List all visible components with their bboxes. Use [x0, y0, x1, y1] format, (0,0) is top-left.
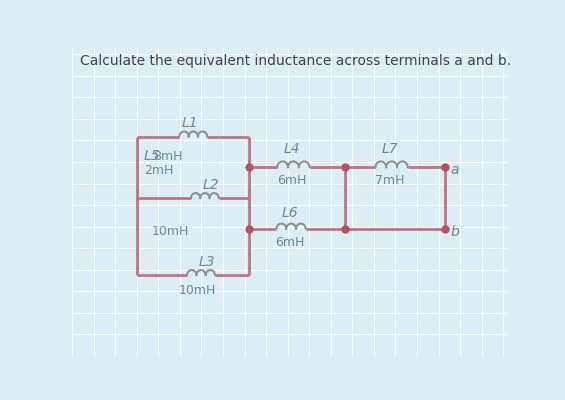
Text: Calculate the equivalent inductance across terminals a and b.: Calculate the equivalent inductance acro… [80, 54, 511, 68]
Text: 6mH: 6mH [275, 236, 304, 249]
Text: L5: L5 [144, 149, 160, 163]
Text: 8mH: 8mH [153, 150, 182, 163]
Text: 6mH: 6mH [277, 174, 307, 187]
Text: b: b [451, 225, 460, 239]
Text: 10mH: 10mH [179, 284, 216, 298]
Text: L3: L3 [199, 255, 215, 269]
Text: 7mH: 7mH [375, 174, 405, 187]
Text: L7: L7 [382, 142, 398, 156]
Text: a: a [451, 164, 459, 178]
Text: 2mH: 2mH [144, 164, 173, 176]
Text: L4: L4 [284, 142, 300, 156]
Text: 10mH: 10mH [151, 225, 189, 238]
Text: L1: L1 [181, 116, 198, 130]
Text: L6: L6 [281, 206, 298, 220]
Text: L2: L2 [203, 178, 219, 192]
